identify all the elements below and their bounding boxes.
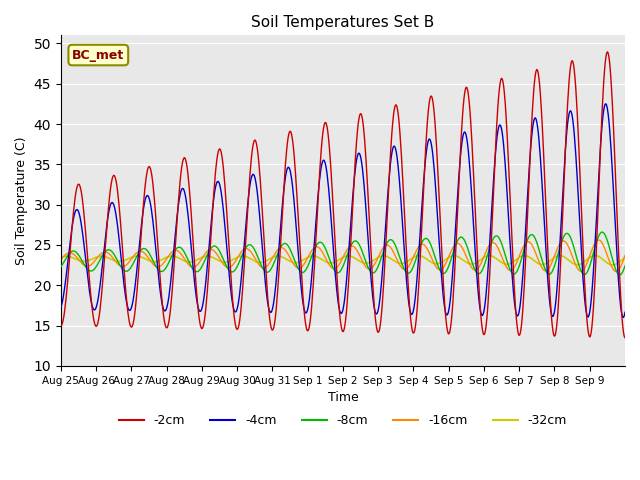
X-axis label: Time: Time [328, 391, 358, 404]
Text: BC_met: BC_met [72, 48, 124, 61]
Legend: -2cm, -4cm, -8cm, -16cm, -32cm: -2cm, -4cm, -8cm, -16cm, -32cm [114, 409, 572, 432]
Y-axis label: Soil Temperature (C): Soil Temperature (C) [15, 136, 28, 265]
Title: Soil Temperatures Set B: Soil Temperatures Set B [252, 15, 435, 30]
